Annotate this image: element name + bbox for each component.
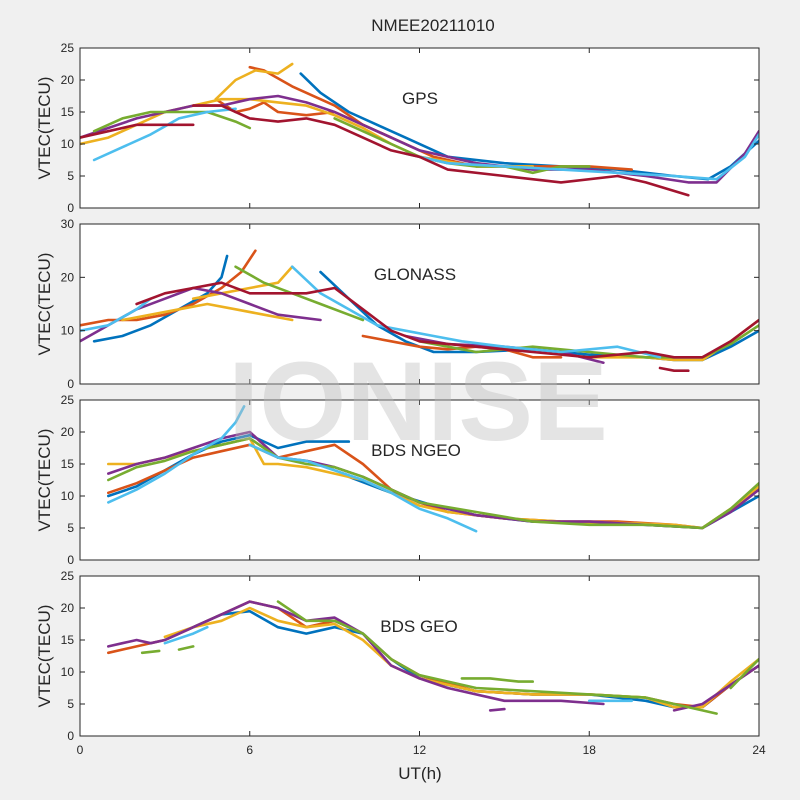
- series-line: [404, 133, 759, 181]
- y-tick-label: 20: [61, 425, 75, 439]
- x-tick-label: 18: [583, 743, 597, 757]
- series-group: [107, 600, 759, 715]
- panel-label: GLONASS: [374, 265, 456, 284]
- plot-area: [80, 576, 759, 736]
- y-tick-label: 0: [67, 201, 74, 215]
- panels: 0 5 10 15 20 25 VTEC(TECU) GPS 0 10 20 30 VTEC(TECU)…: [35, 41, 766, 757]
- panel-1: 0 10 20 30 VTEC(TECU) GLONASS: [35, 217, 760, 391]
- y-axis-label: VTEC(TECU): [35, 253, 54, 356]
- series-line: [248, 443, 478, 533]
- series-line: [80, 94, 759, 184]
- series-line: [121, 302, 294, 322]
- series-line: [488, 707, 506, 712]
- y-axis-label: VTEC(TECU): [35, 77, 54, 180]
- y-tick-label: 15: [61, 633, 75, 647]
- plot-area: [80, 400, 759, 560]
- y-tick-label: 0: [67, 377, 74, 391]
- y-tick-label: 10: [61, 324, 75, 338]
- y-tick-label: 5: [67, 697, 74, 711]
- x-tick-label: 0: [77, 743, 84, 757]
- y-tick-label: 20: [61, 601, 75, 615]
- series-line: [107, 600, 605, 706]
- series-line: [460, 677, 535, 683]
- x-axis-label: UT(h): [398, 764, 441, 783]
- y-tick-label: 10: [61, 137, 75, 151]
- watermark: IONISE: [228, 339, 608, 464]
- panel-label: BDS NGEO: [371, 441, 461, 460]
- y-axis-label: VTEC(TECU): [35, 429, 54, 532]
- series-group: [80, 62, 759, 197]
- y-tick-label: 20: [61, 270, 75, 284]
- y-tick-label: 30: [61, 217, 75, 231]
- series-line: [80, 297, 152, 333]
- y-tick-label: 15: [61, 105, 75, 119]
- series-line: [92, 110, 252, 133]
- y-tick-label: 25: [61, 569, 75, 583]
- figure-title: NMEE20211010: [371, 16, 495, 35]
- panel-3: 0 5 10 15 20 25 0 6 12 18 24 VTEC(TECU) BDS GEO: [35, 569, 766, 757]
- y-tick-label: 5: [67, 169, 74, 183]
- series-line: [729, 657, 759, 690]
- y-tick-label: 20: [61, 73, 75, 87]
- x-tick-label: 24: [752, 743, 766, 757]
- series-line: [135, 281, 759, 359]
- y-tick-label: 5: [67, 521, 74, 535]
- series-line: [276, 600, 718, 715]
- panel-label: GPS: [402, 89, 438, 108]
- y-tick-label: 10: [61, 665, 75, 679]
- series-group: [80, 249, 759, 373]
- series-line: [191, 104, 690, 197]
- series-line: [92, 107, 237, 162]
- y-tick-label: 10: [61, 489, 75, 503]
- panel-label: BDS GEO: [380, 617, 457, 636]
- series-line: [177, 645, 195, 651]
- series-line: [658, 366, 690, 373]
- series-line: [80, 123, 195, 139]
- series-line: [234, 265, 365, 322]
- x-tick-label: 6: [246, 743, 253, 757]
- y-tick-label: 25: [61, 41, 75, 55]
- series-line: [214, 62, 294, 101]
- y-tick-label: 0: [67, 729, 74, 743]
- x-tick-label: 12: [413, 743, 427, 757]
- panel-0: 0 5 10 15 20 25 VTEC(TECU) GPS: [35, 41, 760, 215]
- panel-2: 0 5 10 15 20 25 VTEC(TECU) BDS NGEO: [35, 393, 760, 567]
- series-line: [191, 265, 294, 301]
- series-line: [163, 625, 209, 645]
- series-line: [107, 437, 759, 530]
- y-tick-label: 25: [61, 393, 75, 407]
- series-line: [361, 334, 563, 359]
- y-axis-label: VTEC(TECU): [35, 605, 54, 708]
- plot-area: [80, 48, 759, 208]
- y-tick-label: 15: [61, 457, 75, 471]
- series-line: [107, 433, 351, 498]
- series-line: [290, 265, 662, 359]
- series-line: [107, 405, 246, 504]
- y-tick-label: 0: [67, 553, 74, 567]
- series-line: [140, 649, 161, 655]
- series-group: [107, 405, 759, 533]
